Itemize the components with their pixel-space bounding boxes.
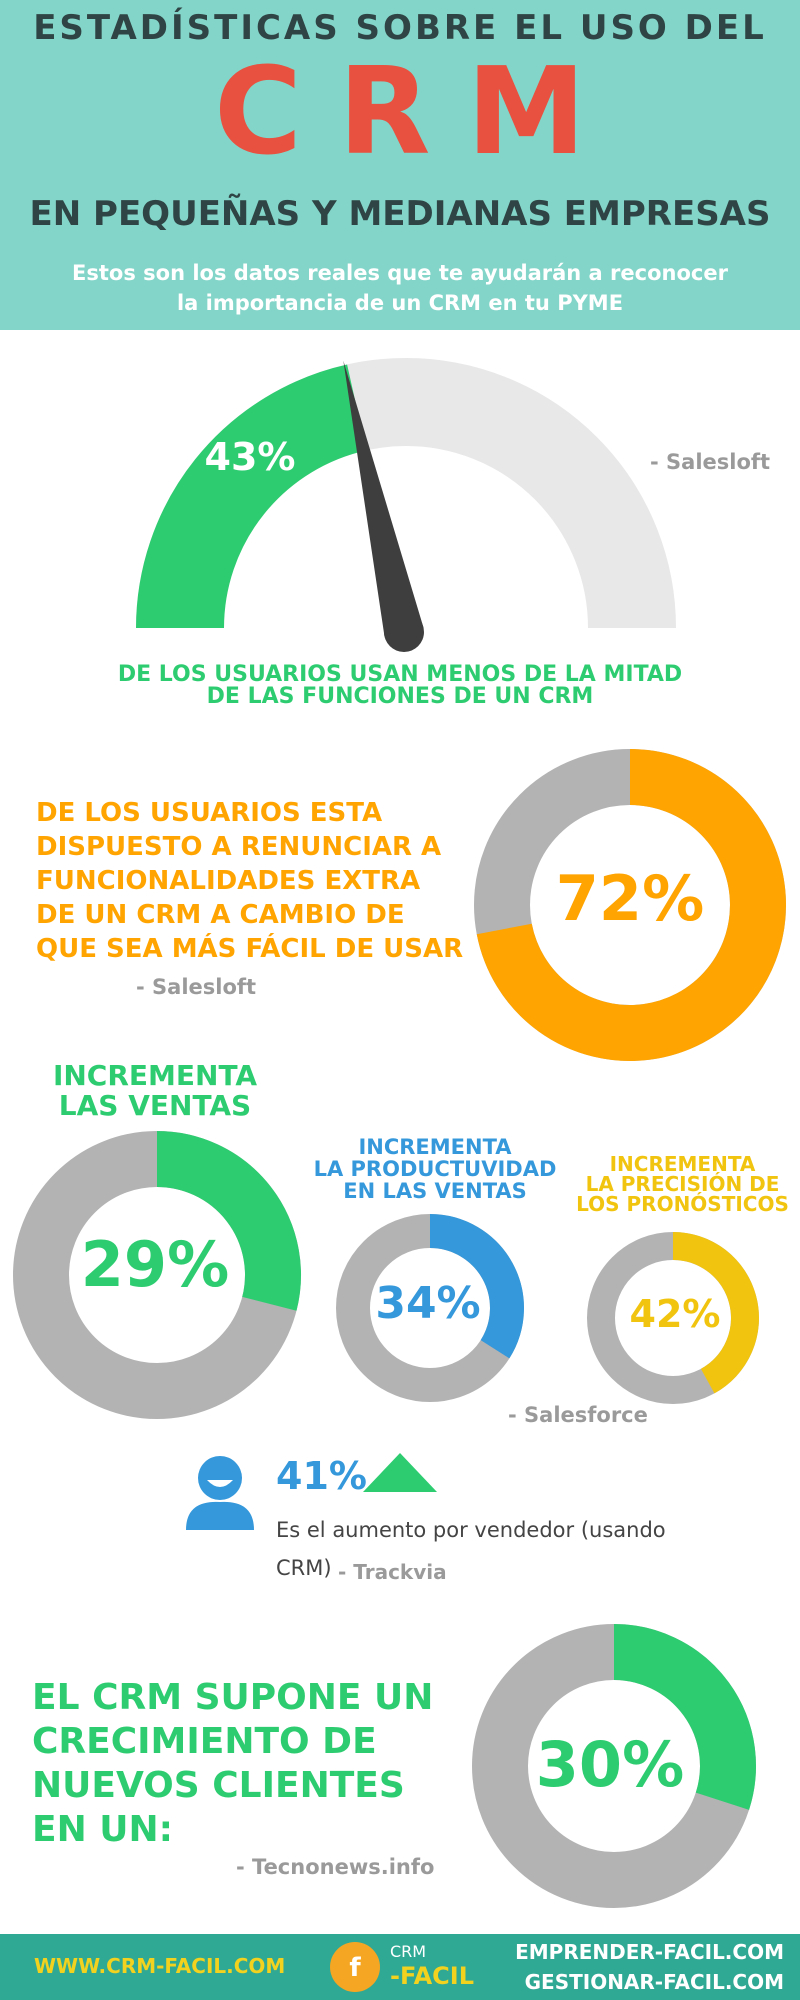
title-top: ESTADÍSTICAS SOBRE EL USO DEL: [33, 8, 767, 48]
donut-42-value-arc: [672, 1232, 759, 1394]
donut-29-percent: 29%: [80, 1228, 230, 1301]
vendedor-text-2: CRM): [276, 1556, 332, 1580]
gauge-fill: [136, 364, 368, 629]
donut-34-value-arc: [429, 1214, 524, 1359]
donut-30-value-arc: [613, 1624, 756, 1810]
clientes-line: EN UN:: [32, 1809, 174, 1850]
donut-29-value-arc: [156, 1131, 301, 1311]
donut-30-percent: 30%: [535, 1728, 685, 1801]
ventas-title-1: INCREMENTA: [52, 1059, 258, 1092]
precision-title-1: INCREMENTA: [609, 1152, 756, 1176]
title-bottom: EN PEQUEÑAS Y MEDIANAS EMPRESAS: [29, 194, 771, 234]
productividad-title-3: EN LAS VENTAS: [343, 1179, 527, 1203]
gauge-caption-1: DE LOS USUARIOS USAN MENOS DE LA MITAD: [117, 662, 683, 687]
user-icon: [186, 1456, 254, 1530]
ventas-title-2: LAS VENTAS: [58, 1089, 252, 1122]
gauge-percent: 43%: [204, 435, 296, 479]
clientes-line: NUEVOS CLIENTES: [32, 1765, 405, 1806]
gauge-caption-2: DE LAS FUNCIONES DE UN CRM: [206, 684, 594, 709]
logo-text-top: CRM: [390, 1942, 427, 1961]
footer-link-emprender[interactable]: EMPRENDER-FACIL.COM: [515, 1940, 784, 1964]
gauge-needle: [343, 360, 424, 637]
gauge-needle-base: [384, 612, 424, 652]
stat72-line: FUNCIONALIDADES EXTRA: [36, 866, 421, 896]
stat72-line: QUE SEA MÁS FÁCIL DE USAR: [36, 934, 464, 964]
precision-title-2: LA PRECISIÓN DE: [585, 1172, 780, 1196]
title-main: CRM: [214, 43, 622, 182]
clientes-line: EL CRM SUPONE UN: [32, 1677, 434, 1718]
clientes-line: CRECIMIENTO DE: [32, 1721, 377, 1762]
stat72-source: - Salesloft: [136, 975, 257, 999]
svg-text:f: f: [349, 1953, 361, 1983]
salesforce-source: - Salesforce: [508, 1403, 648, 1427]
logo-icon: f: [330, 1942, 380, 1992]
precision-title-3: LOS PRONÓSTICOS: [576, 1192, 789, 1216]
donut-34-percent: 34%: [375, 1278, 481, 1329]
stat72-line: DE LOS USUARIOS ESTA: [36, 798, 383, 828]
vendedor-text-1: Es el aumento por vendedor (usando: [276, 1518, 666, 1542]
stat72-text: DE LOS USUARIOS ESTA DISPUESTO A RENUNCI…: [36, 796, 466, 966]
logo-text-bottom: -FACIL: [390, 1962, 475, 1990]
footer: WWW.CRM-FACIL.COM f CRM -FACIL EMPRENDER…: [0, 1934, 800, 2000]
footer-link-gestionar[interactable]: GESTIONAR-FACIL.COM: [524, 1970, 784, 1994]
stat72-line: DE UN CRM A CAMBIO DE: [36, 900, 405, 930]
donut-72-value-arc: [476, 749, 786, 1061]
clientes-source: - Tecnonews.info: [236, 1855, 435, 1879]
subtitle: Estos son los datos reales que te ayudar…: [72, 261, 728, 315]
donut-42-percent: 42%: [629, 1292, 721, 1336]
clientes-text: EL CRM SUPONE UN CRECIMIENTO DE NUEVOS C…: [32, 1676, 472, 1852]
productividad-title-1: INCREMENTA: [358, 1135, 512, 1159]
up-arrow-icon: [363, 1453, 437, 1492]
header-banner: ESTADÍSTICAS SOBRE EL USO DEL CRM EN PEQ…: [0, 0, 800, 330]
footer-link-crm-facil[interactable]: WWW.CRM-FACIL.COM: [34, 1954, 286, 1978]
gauge-source: - Salesloft: [650, 450, 771, 474]
vendedor-percent: 41%: [276, 1454, 367, 1498]
vendedor-source: - Trackvia: [338, 1560, 447, 1584]
productividad-title-2: LA PRODUCTUVIDAD: [313, 1157, 557, 1181]
stat72-line: DISPUESTO A RENUNCIAR A: [36, 832, 442, 862]
donut-72-percent: 72%: [555, 862, 705, 935]
